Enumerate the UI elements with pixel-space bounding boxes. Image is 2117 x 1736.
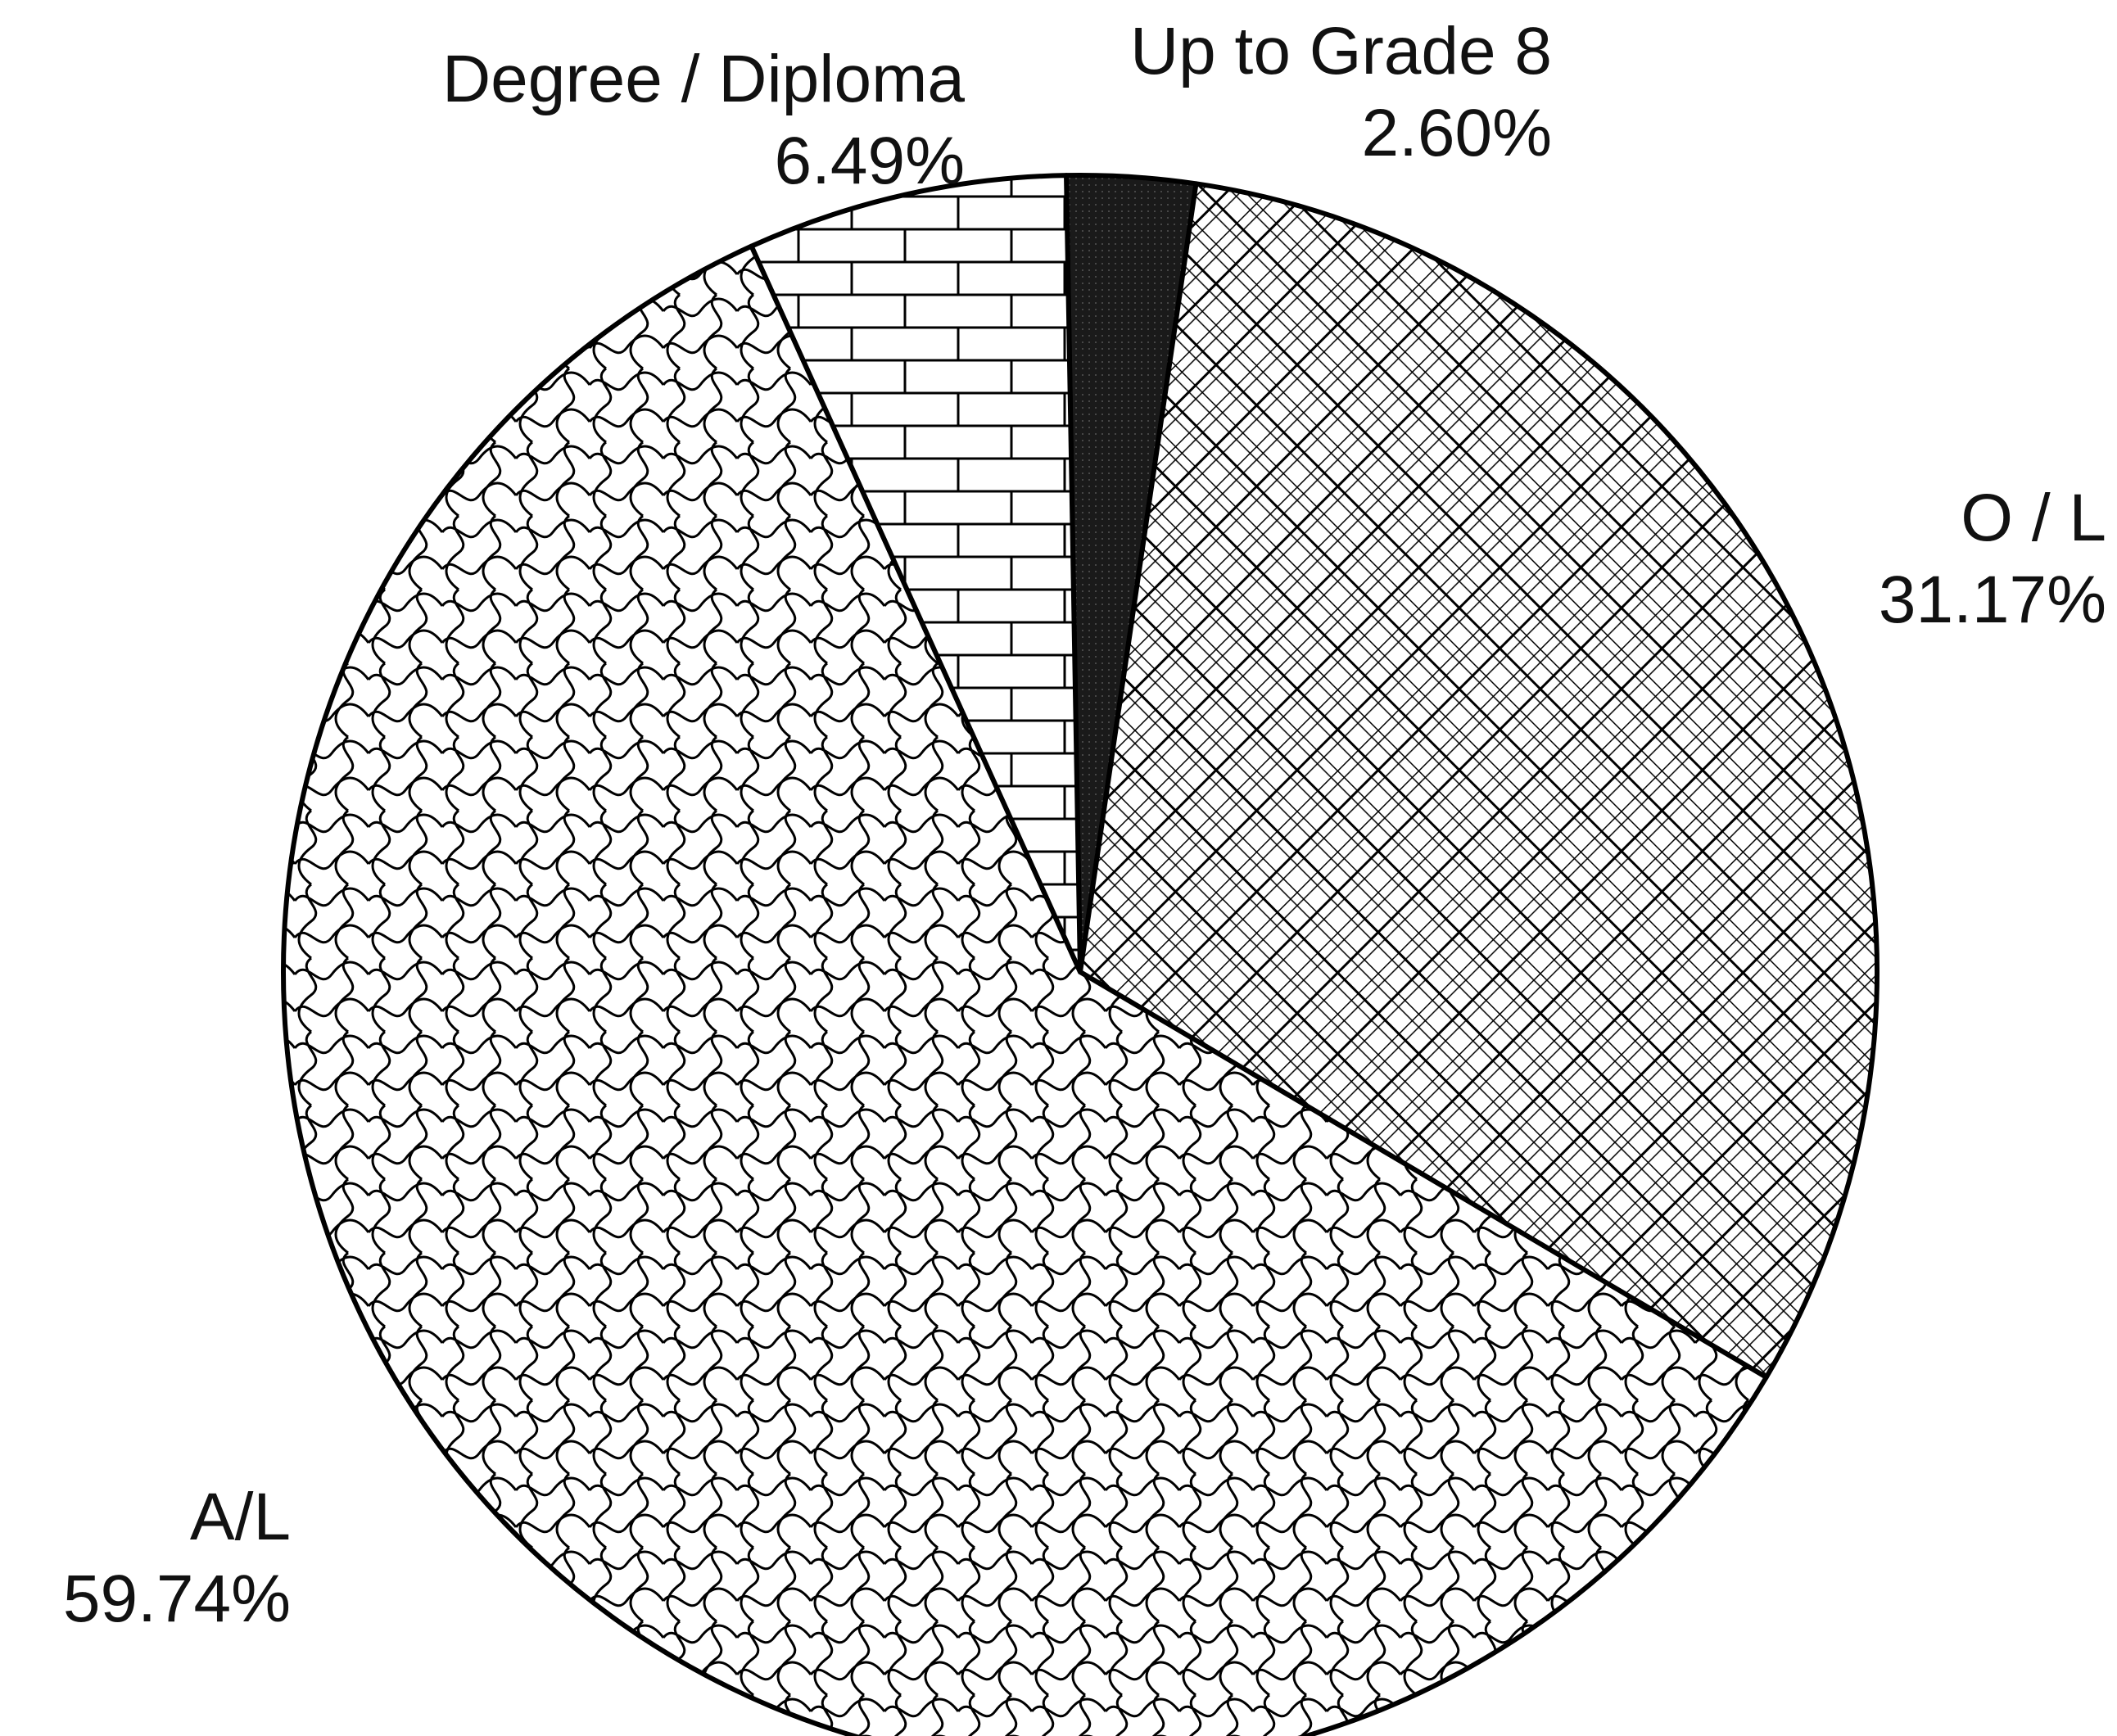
slice-value-label: 59.74% [63,1562,291,1636]
pie-slice [280,243,1769,1736]
slice-label: O / L [1961,481,2106,555]
slice-value-label: 6.49% [774,124,965,198]
pie-slice [749,173,1083,974]
slice-value-label: 31.17% [1879,563,2106,637]
slice-label: A/L [190,1480,291,1554]
pie-slice [1078,181,1880,1380]
slice-label: Up to Grade 8 [1130,14,1552,88]
slice-value-label: 2.60% [1361,96,1552,170]
slice-label: Degree / Diploma [442,42,965,116]
